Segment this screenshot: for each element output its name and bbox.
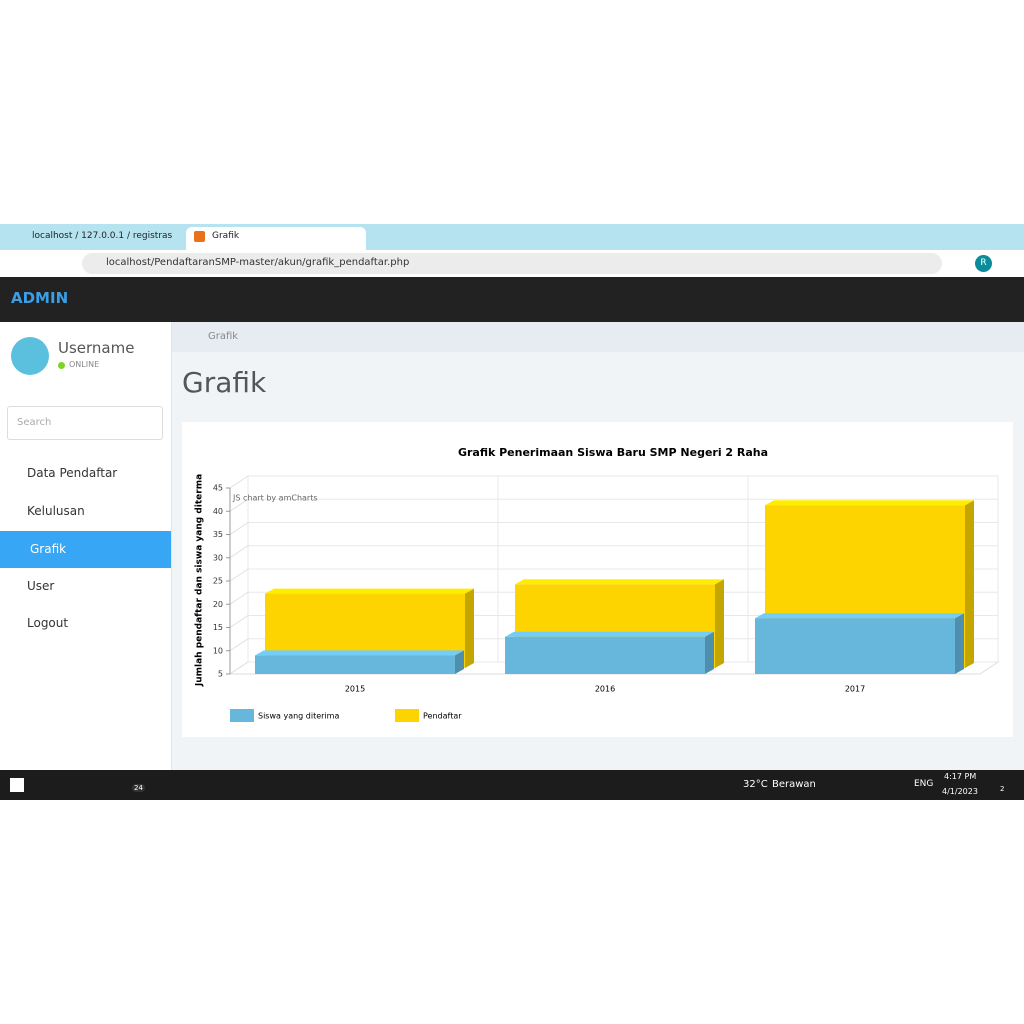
- y-tick-label: 15: [213, 623, 223, 632]
- legend-swatch: [230, 709, 254, 722]
- menu-item[interactable]: Data Pendaftar: [27, 466, 118, 480]
- grid-line-wall: [229, 615, 249, 628]
- y-tick-label: 25: [213, 577, 223, 586]
- bar-top: [505, 631, 714, 637]
- weather: 32°C: [743, 779, 768, 790]
- grid-line-wall: [229, 475, 249, 489]
- y-tick-label: 20: [213, 600, 223, 609]
- x-tick-label: 2016: [595, 685, 615, 694]
- bar-top: [265, 588, 474, 594]
- menu-item[interactable]: User: [27, 579, 55, 593]
- search-box[interactable]: [7, 406, 163, 440]
- y-tick-label: 35: [213, 530, 223, 539]
- brand[interactable]: ADMIN: [11, 289, 69, 307]
- app-header: [0, 277, 1024, 322]
- menu-item[interactable]: Logout: [27, 616, 69, 630]
- menu-item-active[interactable]: Grafik: [0, 531, 171, 568]
- url[interactable]: localhost/PendaftaranSMP-master/akun/gra…: [106, 257, 410, 268]
- bar-top: [755, 613, 964, 619]
- page-title: Grafik: [182, 366, 267, 399]
- y-axis-label: Jumlah pendaftar dan siswa yang diterma: [195, 474, 205, 687]
- address-bar[interactable]: [82, 253, 942, 274]
- tab-strip: [0, 224, 1024, 250]
- x-tick-label: 2015: [345, 685, 365, 694]
- active-tab[interactable]: [186, 227, 366, 250]
- mail-badge: 24: [132, 784, 145, 792]
- status: ONLINE: [69, 360, 100, 369]
- language[interactable]: ENG: [914, 779, 934, 789]
- chart: Grafik Penerimaan Siswa Baru SMP Negeri …: [182, 422, 1013, 737]
- clock-date[interactable]: 4/1/2023: [942, 787, 978, 796]
- username: Username: [58, 339, 135, 357]
- y-tick-label: 40: [213, 507, 223, 516]
- x-tick-label: 2017: [845, 685, 865, 694]
- bar: [255, 655, 455, 674]
- bar: [505, 636, 705, 674]
- tab[interactable]: Grafik: [212, 231, 240, 241]
- clock-time[interactable]: 4:17 PM: [944, 772, 977, 781]
- profile[interactable]: R: [975, 255, 992, 272]
- legend-label: Pendaftar: [423, 712, 462, 721]
- search-placeholder: Search: [17, 417, 52, 428]
- y-tick-label: 45: [213, 484, 223, 493]
- notification-count[interactable]: 2: [1000, 785, 1005, 793]
- bar-top: [515, 579, 724, 585]
- tab[interactable]: localhost / 127.0.0.1 / registrasis: [32, 231, 172, 241]
- y-tick-label: 30: [213, 553, 223, 562]
- grid-line-wall: [229, 522, 249, 535]
- y-tick-label: 10: [213, 646, 223, 655]
- bar-top: [765, 500, 974, 506]
- grid-line-wall: [229, 568, 249, 582]
- grid-line-wall: [229, 591, 249, 605]
- bar-side: [465, 588, 474, 668]
- status-dot: [58, 362, 65, 369]
- watermark: JS chart by amCharts: [232, 494, 318, 503]
- bar-top: [255, 650, 464, 656]
- bar-side: [955, 613, 964, 674]
- grid-line-wall: [229, 661, 249, 675]
- bar: [755, 618, 955, 674]
- bar-side: [715, 579, 724, 668]
- bar-side: [705, 631, 714, 674]
- menu-item[interactable]: Kelulusan: [27, 504, 85, 518]
- avatar: [11, 337, 49, 375]
- legend-swatch: [395, 709, 419, 722]
- legend-label: Siswa yang diterima: [258, 712, 339, 721]
- bar-side: [965, 500, 974, 668]
- grid-line-wall: [229, 498, 249, 512]
- breadcrumb-bar: [172, 322, 1024, 352]
- chart-title: Grafik Penerimaan Siswa Baru SMP Negeri …: [458, 446, 768, 459]
- breadcrumb[interactable]: Grafik: [208, 331, 239, 342]
- grid-line-wall: [229, 545, 249, 559]
- start-button[interactable]: [10, 778, 24, 792]
- y-tick-label: 5: [218, 670, 223, 679]
- tab-icon: [194, 231, 205, 242]
- taskbar: [0, 770, 1024, 800]
- bar-side: [455, 650, 464, 674]
- weather-desc: Berawan: [772, 779, 816, 790]
- grid-line-wall: [229, 638, 249, 652]
